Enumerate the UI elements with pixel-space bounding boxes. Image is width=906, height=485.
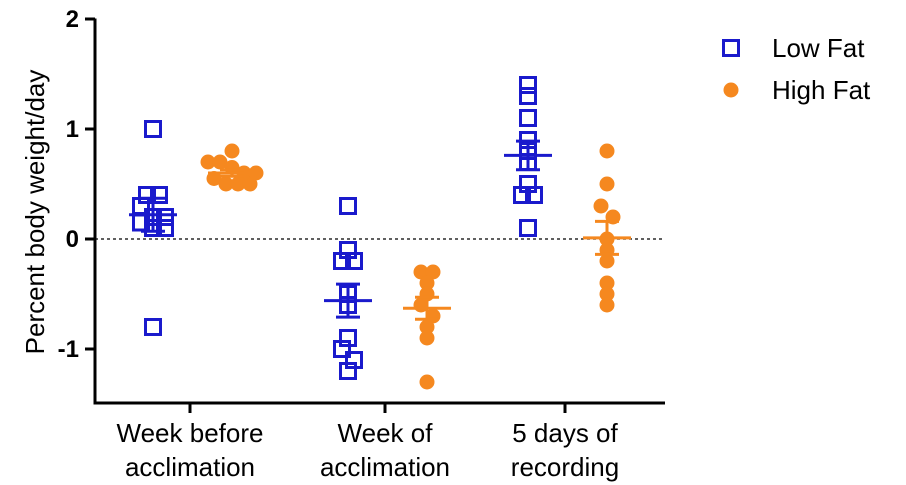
y-tick-label: 0 [66, 226, 79, 253]
data-point [519, 109, 537, 127]
data-point [425, 264, 441, 280]
data-point [156, 219, 174, 237]
legend-label: High Fat [772, 75, 871, 105]
data-point [144, 318, 162, 336]
data-point [599, 143, 615, 159]
data-point [345, 252, 363, 270]
data-point [593, 198, 609, 214]
data-point [519, 175, 537, 193]
axes [93, 18, 665, 405]
x-category-label: acclimation [125, 452, 255, 482]
y-tick-label: -1 [58, 336, 79, 363]
data-point [339, 362, 357, 380]
x-category-label: recording [511, 452, 619, 482]
data-point [599, 297, 615, 313]
data-point [242, 176, 258, 192]
data-point [599, 253, 615, 269]
data-point [218, 176, 234, 192]
data-point [519, 76, 537, 94]
data-point [339, 197, 357, 215]
data-point [333, 252, 351, 270]
data-point [599, 275, 615, 291]
data-point [599, 176, 615, 192]
legend-marker [723, 82, 739, 98]
data-point [333, 340, 351, 358]
data-point [419, 275, 435, 291]
data-point [230, 176, 246, 192]
legend-label: Low Fat [772, 33, 865, 63]
x-ticks: Week before acclimation Week of acclimation… [117, 403, 619, 482]
x-category-label: 5 days of [512, 418, 618, 448]
legend-marker [722, 39, 740, 57]
y-axis-title: Percent body weight/day [20, 70, 50, 355]
data-point [419, 330, 435, 346]
data-point [206, 171, 222, 186]
data-point [599, 286, 615, 302]
data-point [144, 120, 162, 138]
data-point [519, 219, 537, 237]
data-point [200, 154, 216, 170]
y-tick-label: 1 [66, 116, 79, 143]
y-tick-label: 2 [66, 6, 79, 33]
data-point [212, 154, 228, 170]
y-ticks: 2 1 0 -1 [58, 6, 95, 363]
mean-sem-bars [129, 139, 631, 321]
data-points [132, 76, 621, 390]
x-category-label: Week of [338, 418, 434, 448]
data-point [224, 143, 240, 159]
data-point [224, 160, 240, 175]
x-category-label: Week before [117, 418, 264, 448]
data-point [150, 186, 168, 204]
data-point [413, 264, 429, 280]
data-point [419, 319, 435, 335]
data-point [138, 186, 156, 204]
data-point [419, 374, 435, 390]
data-point [519, 87, 537, 105]
x-category-label: acclimation [320, 452, 450, 482]
data-point [156, 208, 174, 226]
legend: Low Fat High Fat [722, 33, 871, 105]
